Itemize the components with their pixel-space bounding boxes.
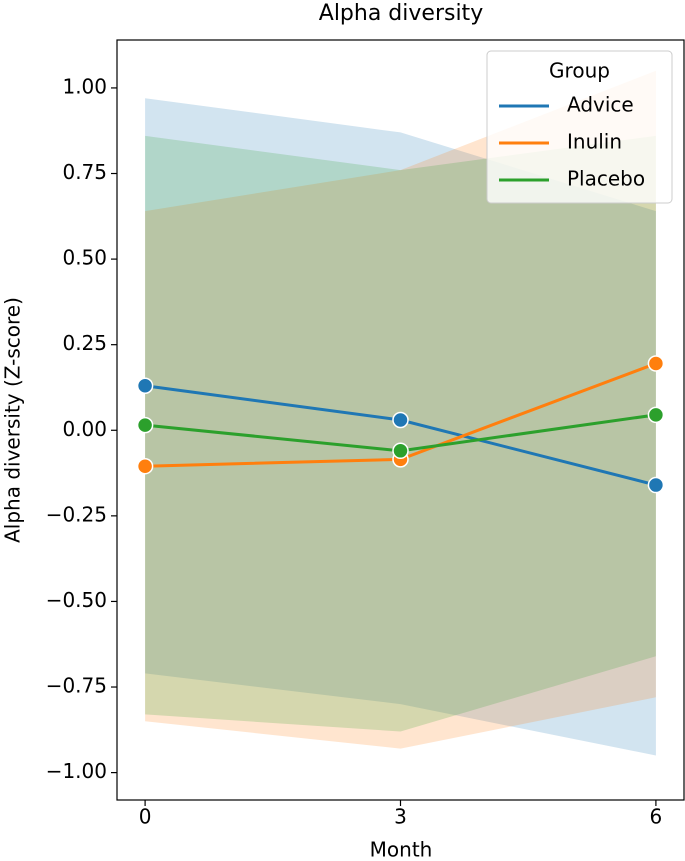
- y-tick-label: 0.50: [62, 246, 107, 270]
- data-point: [647, 355, 665, 372]
- data-point: [392, 411, 409, 429]
- x-axis-label: Month: [370, 838, 433, 861]
- y-tick-label: 0.00: [62, 417, 107, 441]
- chart-title: Alpha diversity: [319, 1, 483, 26]
- data-point: [392, 442, 409, 460]
- legend-label: Inulin: [567, 130, 622, 154]
- y-tick-label: −1.00: [46, 759, 107, 783]
- data-point: [647, 406, 665, 424]
- y-tick-label: 0.75: [62, 160, 107, 184]
- legend-label: Advice: [567, 93, 634, 117]
- legend-title: Group: [549, 59, 610, 83]
- legend-box: [486, 50, 673, 204]
- data-point: [647, 476, 665, 494]
- confidence-band: [145, 135, 656, 732]
- y-tick-label: −0.50: [46, 588, 107, 612]
- y-tick-label: −0.75: [46, 674, 107, 698]
- x-tick-label: 0: [139, 805, 152, 829]
- legend-label: Placebo: [567, 167, 645, 191]
- x-tick-label: 6: [650, 805, 663, 829]
- x-tick-label: 3: [394, 805, 407, 829]
- y-tick-label: −0.25: [46, 502, 107, 526]
- data-point: [136, 416, 154, 434]
- y-tick-label: 0.25: [62, 331, 107, 355]
- y-tick-label: 1.00: [62, 74, 107, 98]
- data-point: [136, 377, 154, 395]
- confidence-band: [145, 70, 656, 749]
- data-point: [136, 457, 154, 475]
- y-axis-label: Alpha diversity (Z-score): [1, 297, 25, 543]
